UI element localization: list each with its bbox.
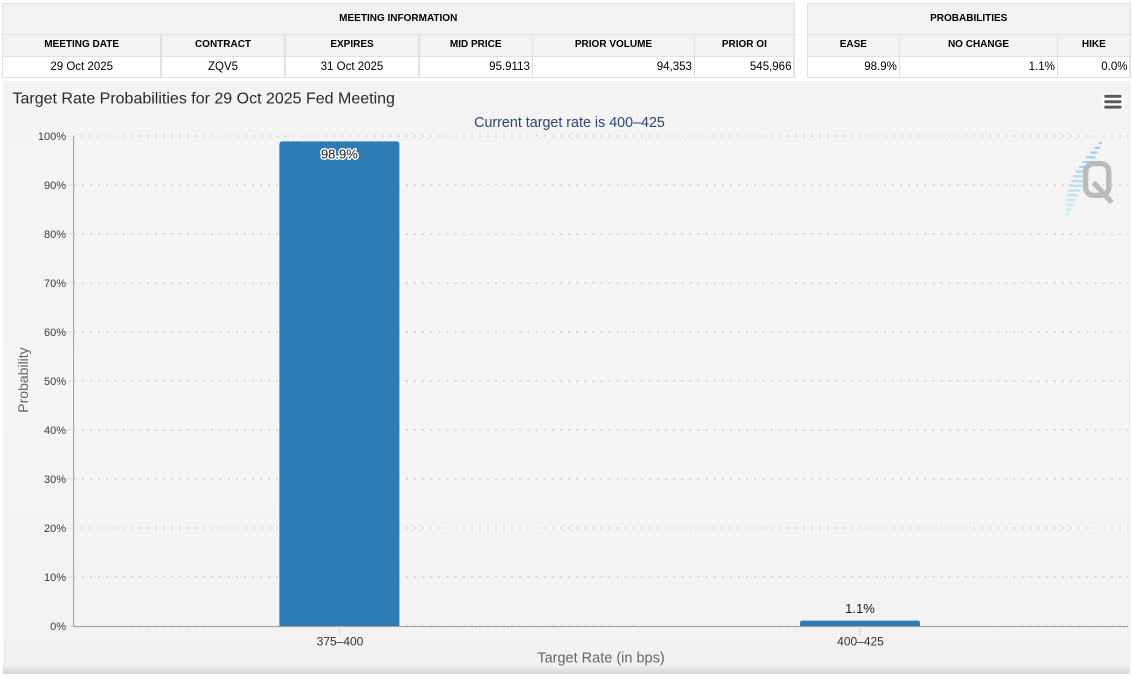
svg-text:40%: 40% (44, 425, 66, 437)
svg-text:0%: 0% (50, 621, 66, 633)
svg-text:10%: 10% (44, 572, 66, 584)
svg-text:Target Rate Probabilities for: Target Rate Probabilities for 29 Oct 202… (13, 91, 395, 108)
svg-text:1.1%: 1.1% (845, 601, 875, 616)
svg-text:90%: 90% (44, 180, 66, 192)
svg-text:80%: 80% (44, 229, 66, 241)
svg-text:30%: 30% (44, 474, 66, 486)
svg-text:Current target rate is 400–425: Current target rate is 400–425 (474, 115, 665, 131)
svg-text:20%: 20% (44, 523, 66, 535)
svg-text:70%: 70% (44, 278, 66, 290)
svg-text:375–400: 375–400 (317, 635, 364, 649)
svg-text:Probability: Probability (15, 347, 31, 412)
svg-text:400–425: 400–425 (837, 635, 884, 649)
svg-text:60%: 60% (44, 327, 66, 339)
svg-text:Target Rate (in bps): Target Rate (in bps) (537, 651, 664, 667)
svg-text:50%: 50% (44, 376, 66, 388)
svg-text:98.9%: 98.9% (321, 147, 358, 162)
svg-text:100%: 100% (38, 131, 66, 143)
